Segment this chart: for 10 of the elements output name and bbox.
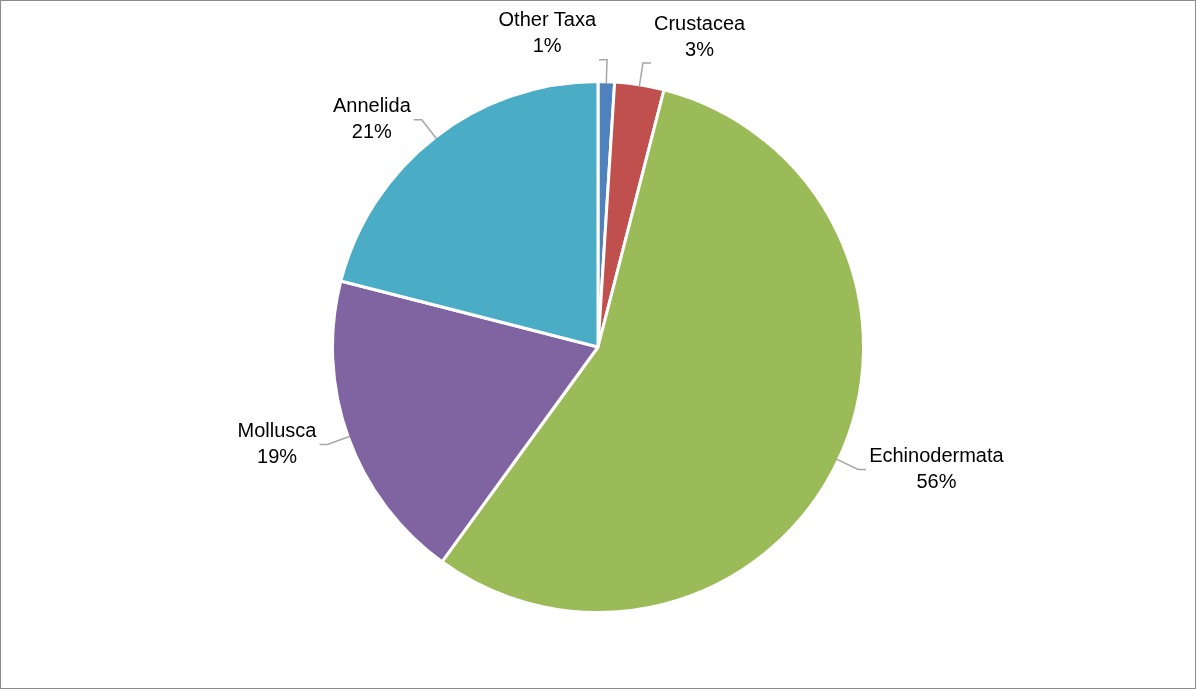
slice-label: Other Taxa [498, 8, 597, 31]
data-label: 21% [351, 120, 393, 143]
slice-label: Echinodermata [869, 443, 1005, 466]
data-label: 56% [916, 469, 957, 492]
slice-label: Crustacea [653, 11, 746, 34]
data-label: 3% [685, 37, 715, 60]
slice-label: Mollusca [237, 418, 318, 441]
slice-label: Annelida [332, 94, 412, 117]
data-label: 19% [257, 444, 298, 467]
data-label: 1% [532, 34, 562, 57]
